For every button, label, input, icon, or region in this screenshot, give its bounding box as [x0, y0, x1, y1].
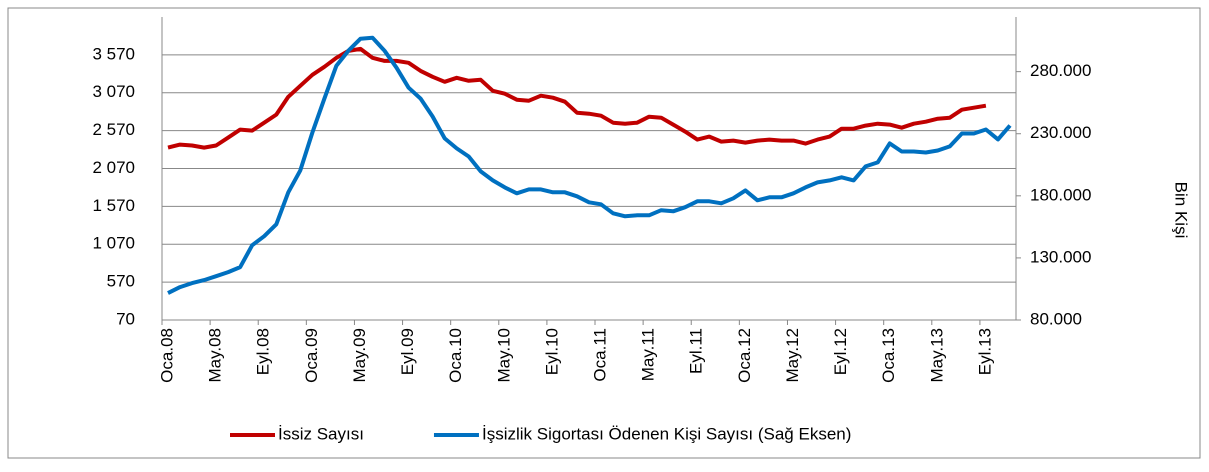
x-tick-label: Eyl.10 — [542, 328, 561, 375]
legend-label: İssiz Sayısı — [278, 424, 364, 443]
x-tick-label: Eyl.11 — [687, 328, 706, 374]
line-series — [167, 46, 987, 150]
chart-border — [7, 7, 1201, 459]
y-tick-label: 2 070 — [92, 158, 135, 177]
x-tick-label: Oca.13 — [879, 328, 898, 383]
y-tick-label: 3 070 — [92, 82, 135, 101]
x-tick-label: May.08 — [206, 328, 225, 383]
y2-axis-label: Bin Kişi — [1172, 182, 1191, 239]
y2-tick-label: 180.000 — [1030, 185, 1091, 204]
x-tick-label: May.09 — [350, 328, 369, 383]
x-tick-label: May.12 — [783, 328, 802, 383]
y-tick-label: 570 — [107, 272, 135, 291]
y-tick-label: 2 570 — [92, 120, 135, 139]
x-tick-label: Eyl.09 — [398, 328, 417, 375]
y2-tick-label: 130.000 — [1030, 247, 1091, 266]
x-tick-label: Eyl.13 — [975, 328, 994, 375]
y-tick-label: 3 570 — [92, 44, 135, 63]
x-tick-label: May.11 — [639, 328, 658, 381]
x-tick-label: May.13 — [927, 328, 946, 383]
x-tick-label: Eyl.08 — [254, 328, 273, 375]
y2-tick-label: 80.000 — [1030, 309, 1082, 328]
y2-tick-label: 230.000 — [1030, 123, 1091, 142]
x-tick-label: Oca.08 — [157, 328, 176, 383]
x-tick-label: Oca.11 — [591, 328, 610, 382]
line-series — [167, 35, 1012, 295]
x-tick-label: Oca.09 — [302, 328, 321, 383]
y-tick-label: 1 070 — [92, 234, 135, 253]
y2-tick-label: 280.000 — [1030, 61, 1091, 80]
x-tick-label: May.10 — [494, 328, 513, 383]
legend-label: İşsizlik Sigortası Ödenen Kişi Sayısı (S… — [482, 424, 851, 443]
y-tick-label: 1 570 — [92, 196, 135, 215]
x-tick-label: Oca.12 — [735, 328, 754, 383]
x-tick-label: Oca.10 — [446, 328, 465, 383]
y-tick-label: 70 — [116, 309, 135, 328]
x-tick-label: Eyl.12 — [831, 328, 850, 375]
